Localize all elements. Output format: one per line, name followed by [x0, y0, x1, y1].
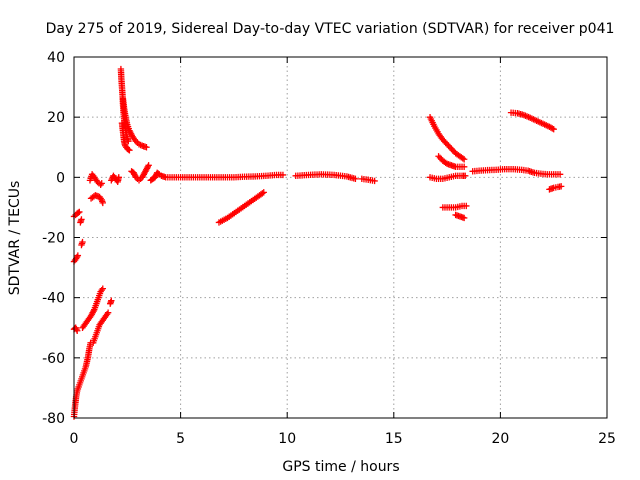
data-point [79, 238, 86, 246]
data-point [260, 189, 267, 196]
data-point [75, 209, 82, 216]
data-point [76, 208, 83, 216]
data-point [460, 214, 468, 222]
axis-ticks: 0 5 10 15 20 25 -80 -60 -40 -20 0 20 40 [42, 50, 616, 447]
data-point [259, 190, 266, 197]
x-tick-label: 25 [598, 431, 616, 447]
data-point [78, 216, 85, 223]
y-tick-label: -80 [42, 411, 65, 427]
chart-title: Day 275 of 2019, Sidereal Day-to-day VTE… [46, 21, 615, 37]
data-point [104, 309, 112, 316]
data-point [145, 162, 152, 169]
x-tick-label: 0 [70, 431, 79, 447]
data-point [557, 183, 565, 190]
data-point [99, 199, 106, 207]
x-tick-label: 5 [176, 431, 185, 447]
data-point [463, 202, 470, 210]
y-tick-label: -20 [42, 231, 65, 247]
data-point [279, 171, 287, 179]
data-point [371, 177, 378, 185]
x-axis-label: GPS time / hours [282, 459, 399, 475]
x-tick-label: 20 [491, 431, 509, 447]
data-point [459, 155, 466, 162]
grid-lines [74, 57, 607, 418]
y-tick-label: -60 [42, 351, 65, 367]
data-point [125, 146, 132, 153]
x-tick-label: 10 [278, 431, 296, 447]
data-points [70, 65, 565, 420]
y-tick-label: 40 [47, 50, 65, 66]
x-tick-label: 15 [385, 431, 403, 447]
data-point [115, 174, 122, 181]
y-tick-label: 20 [47, 110, 65, 126]
data-point [460, 163, 468, 171]
data-point [74, 252, 82, 259]
data-point [460, 156, 468, 163]
y-tick-label: 0 [56, 170, 65, 186]
data-point [126, 147, 133, 154]
data-point [352, 175, 359, 183]
data-point [550, 126, 557, 133]
y-tick-label: -40 [42, 291, 65, 307]
data-point [462, 172, 469, 180]
data-point [108, 297, 115, 304]
data-point [98, 180, 105, 187]
data-point [99, 285, 106, 292]
data-point [549, 125, 556, 132]
data-point [73, 327, 81, 334]
data-point [556, 171, 564, 178]
data-point [143, 144, 150, 151]
y-axis-label: SDTVAR / TECUs [7, 181, 23, 296]
